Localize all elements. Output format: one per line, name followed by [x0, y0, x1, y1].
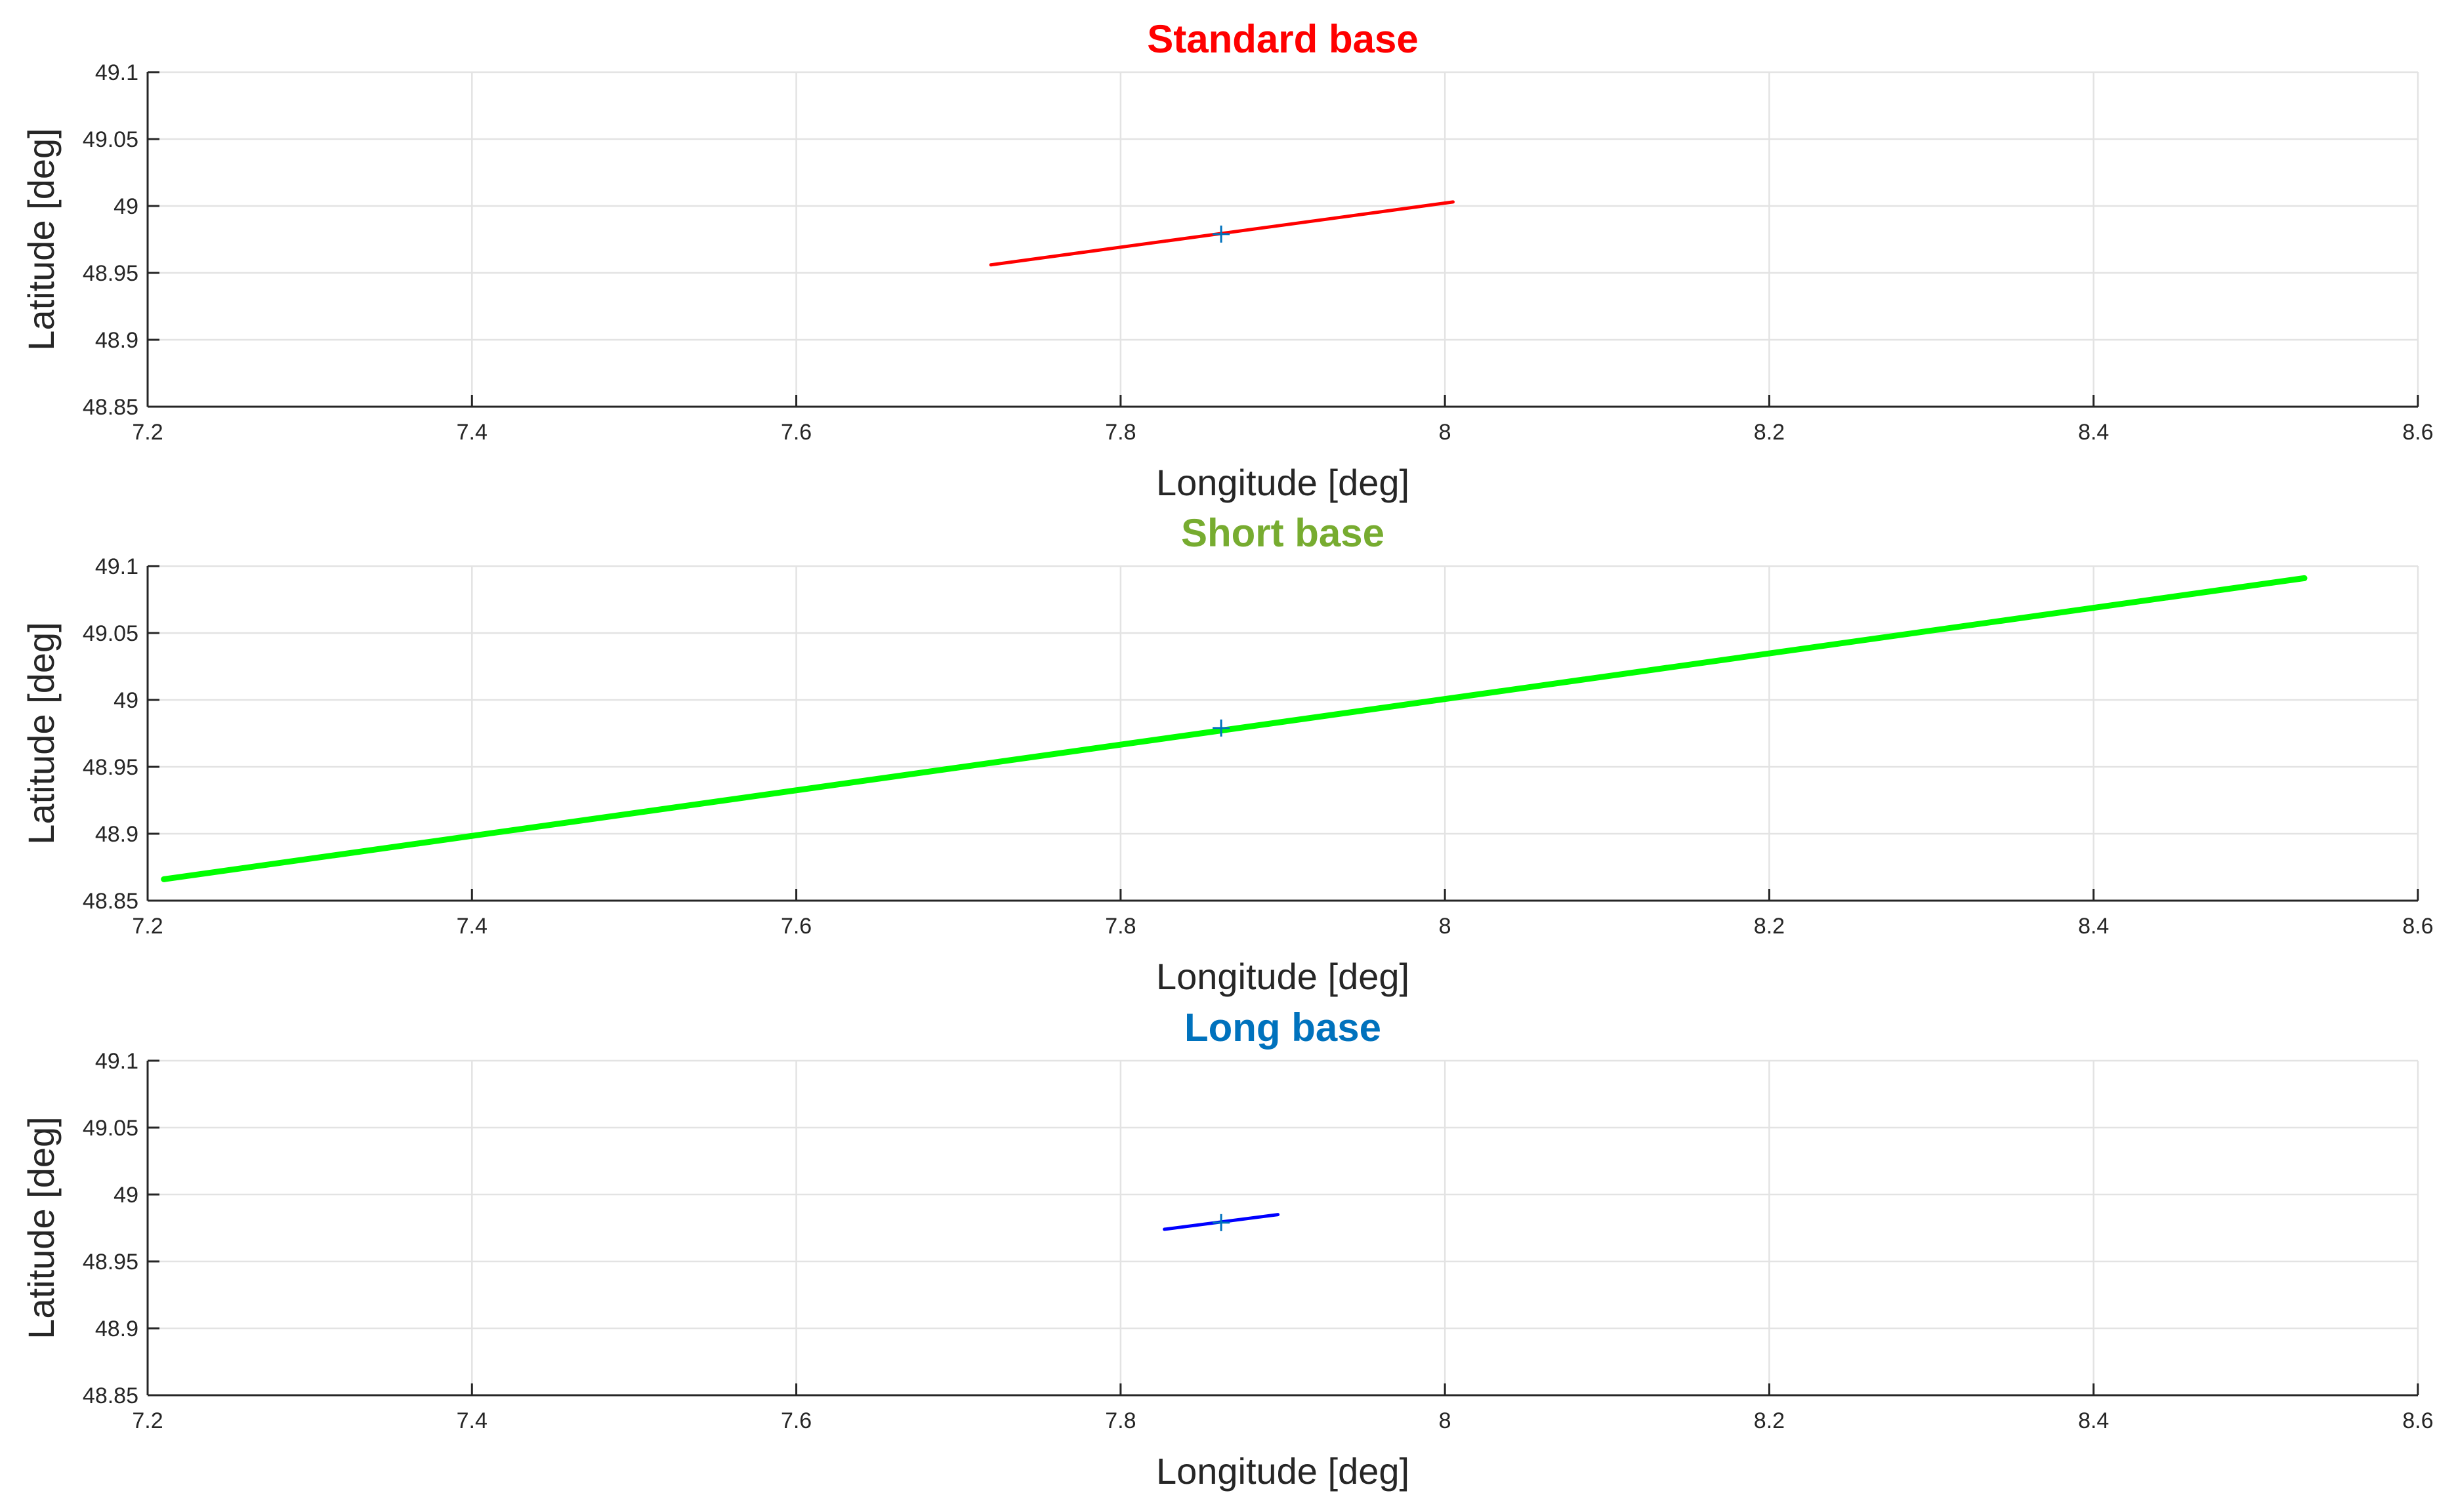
y-axis-label: Latitude [deg] [20, 1116, 62, 1339]
y-tick-label: 49.05 [83, 621, 138, 646]
x-axis-label: Longitude [deg] [1156, 462, 1409, 503]
x-tick-label: 8.4 [2078, 420, 2109, 445]
x-axis-label: Longitude [deg] [1156, 956, 1409, 997]
y-tick-label: 49 [114, 194, 138, 219]
subplot-3: 7.2 7.4 7.6 7.8 8 8.2 8.4 8.6 48.85 48.9 48.95 49 49… [20, 1006, 2434, 1492]
x-tick-label: 7.6 [781, 914, 812, 939]
plus-marker [1213, 225, 1230, 243]
x-tick-label: 8.6 [2402, 914, 2433, 939]
y-tick-label: 48.85 [83, 1383, 138, 1408]
y-tick-label: 49 [114, 688, 138, 713]
x-tick-label: 8.4 [2078, 914, 2109, 939]
x-tick-label: 8.2 [1754, 420, 1785, 445]
y-tick-label: 48.95 [83, 1250, 138, 1275]
y-tick-label: 49.05 [83, 127, 138, 152]
chart-title: Standard base [1147, 17, 1418, 61]
y-tick-label: 49.1 [95, 60, 138, 85]
x-tick-label: 7.6 [781, 420, 812, 445]
x-tick-label: 8.4 [2078, 1408, 2109, 1433]
x-tick-label: 7.8 [1105, 914, 1136, 939]
x-tick-label: 7.4 [457, 914, 488, 939]
x-tick-label: 8.6 [2402, 420, 2433, 445]
y-tick-label: 48.9 [95, 822, 138, 847]
x-tick-label: 8 [1439, 914, 1451, 939]
plus-marker [1213, 719, 1230, 737]
x-tick-label: 8 [1439, 420, 1451, 445]
y-tick-label: 49.05 [83, 1116, 138, 1141]
x-tick-label: 8 [1439, 1408, 1451, 1433]
y-tick-label: 48.95 [83, 755, 138, 780]
y-axis-label: Latitude [deg] [20, 622, 62, 844]
y-axis-label: Latitude [deg] [20, 128, 62, 350]
plus-marker [1213, 1214, 1230, 1231]
chart-title: Short base [1181, 511, 1384, 555]
y-tick-label: 48.85 [83, 395, 138, 420]
x-tick-label: 7.8 [1105, 1408, 1136, 1433]
y-tick-label: 49.1 [95, 1049, 138, 1074]
y-tick-label: 49 [114, 1183, 138, 1208]
y-tick-label: 48.9 [95, 328, 138, 353]
data-series-line [161, 575, 2308, 882]
chart-title: Long base [1184, 1006, 1381, 1050]
subplot-1: 7.2 7.4 7.6 7.8 8 8.2 8.4 8.6 48.85 48.9 48.95 49 49… [20, 17, 2434, 503]
x-tick-label: 8.2 [1754, 914, 1785, 939]
y-tick-label: 49.1 [95, 554, 138, 579]
x-tick-label: 8.2 [1754, 1408, 1785, 1433]
x-tick-label: 7.4 [457, 1408, 488, 1433]
y-tick-label: 48.9 [95, 1317, 138, 1341]
x-tick-label: 7.8 [1105, 420, 1136, 445]
y-tick-label: 48.95 [83, 261, 138, 286]
y-tick-label: 48.85 [83, 889, 138, 914]
x-tick-label: 7.2 [132, 420, 163, 445]
x-tick-label: 7.2 [132, 914, 163, 939]
x-tick-label: 7.6 [781, 1408, 812, 1433]
x-axis-label: Longitude [deg] [1156, 1450, 1409, 1492]
x-tick-label: 7.2 [132, 1408, 163, 1433]
x-tick-label: 7.4 [457, 420, 488, 445]
subplot-2: 7.2 7.4 7.6 7.8 8 8.2 8.4 8.6 48.85 48.9 48.95 49 49… [20, 511, 2434, 997]
x-tick-label: 8.6 [2402, 1408, 2433, 1433]
